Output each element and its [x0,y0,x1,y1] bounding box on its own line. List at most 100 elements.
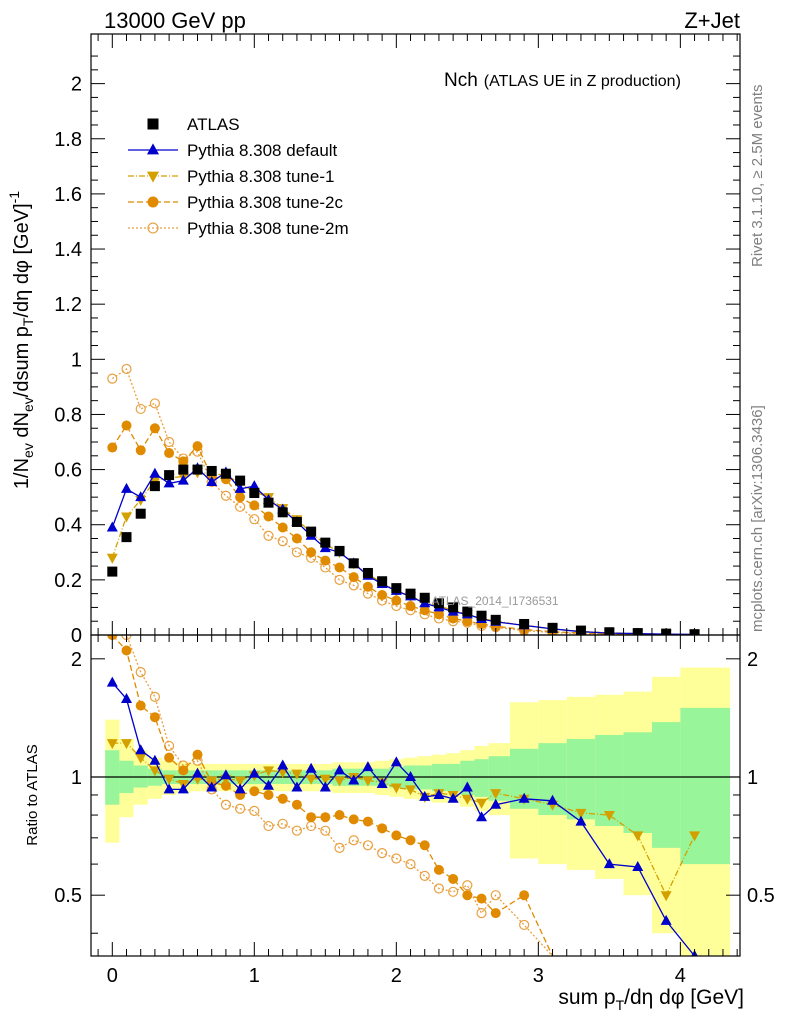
data-point [263,766,275,777]
series-2 [107,635,554,956]
series-0 [107,464,700,635]
y-tick-label: 1.8 [54,129,82,151]
data-point [277,507,288,518]
data-point [448,613,459,624]
data-point [249,488,260,499]
rivet-version-label: Rivet 3.1.10, ≥ 2.5M events [749,85,766,268]
data-point [518,792,530,803]
x-tick-label: 3 [533,965,544,987]
data-point [462,890,473,901]
data-point [448,602,459,613]
ratio-plot [91,635,740,956]
data-point [433,609,444,620]
data-point [319,774,331,785]
data-point [632,860,644,871]
data-point [476,893,487,904]
data-point [334,545,345,556]
data-point [660,914,672,925]
x-axis-label: sum pT/dη dφ [GeV] [558,986,744,1013]
data-point [419,592,430,603]
data-point [107,566,118,577]
data-point [164,752,175,763]
data-point [377,847,388,859]
data-point [220,468,231,479]
legend-label: ATLAS [187,115,240,134]
data-point [249,786,260,797]
data-point [291,799,302,810]
data-point [121,532,132,543]
stat-uncertainty-band [488,756,510,801]
data-point [405,771,417,782]
data-point [405,785,417,796]
ratio-plot-frame [90,634,741,957]
x-tick-label: 1 [249,965,260,987]
data-point [163,477,175,488]
data-point [405,835,416,846]
data-point [234,776,246,787]
legend-item: ATLAS [147,115,240,134]
data-point [476,811,488,822]
ratio-y-tick-label-right: 2 [747,649,758,671]
data-point [461,781,473,792]
data-point [135,508,146,519]
y-tick-label: 0 [71,625,82,647]
ratio-y-tick-label-right: 1 [747,767,758,789]
stat-uncertainty-band [474,759,489,797]
data-point [334,574,345,585]
data-point [334,562,345,573]
legend-label: Pythia 8.308 tune-2c [187,193,343,212]
data-point [519,919,530,931]
data-point [178,464,189,475]
data-point [220,780,231,791]
series-line [111,367,695,635]
series-4 [107,363,700,635]
data-point [405,859,416,870]
data-point [121,363,132,375]
data-point [519,890,530,901]
data-point [291,781,303,792]
data-point [121,693,133,704]
ratio-y-tick-label-right: 0.5 [747,885,775,907]
data-point [149,754,161,765]
data-point [107,373,118,384]
data-point [362,840,374,851]
y-tick-label: 1.2 [54,294,82,316]
data-point [306,526,317,537]
data-point [149,691,161,702]
data-point [391,830,402,841]
y-axis-label-top: 1/Nev dNev/dsum pT/dη dφ [GeV]-1 [6,191,36,489]
data-point [390,756,402,767]
stat-uncertainty-band [680,707,731,865]
data-point [319,781,331,792]
data-point [149,398,161,409]
data-point [490,890,501,901]
legend-label: Pythia 8.308 tune-2m [187,219,349,238]
data-point [106,521,118,532]
data-point [348,558,359,569]
data-point [192,441,203,452]
data-point [689,831,701,842]
series-1 [106,462,699,635]
data-point [433,864,444,875]
data-point [320,555,331,566]
data-point [249,805,260,816]
data-point [433,883,445,894]
y-tick-label: 1 [71,349,82,371]
data-point [249,514,260,525]
data-point [178,456,189,467]
data-point [575,815,587,826]
data-point [106,739,118,750]
data-point [192,767,204,778]
data-point [490,614,501,625]
series-1 [106,739,701,902]
data-point [263,789,274,800]
data-point [135,744,147,755]
data-point [291,533,302,544]
y-axis-label-ratio: Ratio to ATLAS [24,744,41,845]
x-tick-label: 0 [107,965,118,987]
series-line [111,424,695,635]
data-point [419,790,431,801]
data-point [106,553,118,564]
data-point [263,820,274,832]
